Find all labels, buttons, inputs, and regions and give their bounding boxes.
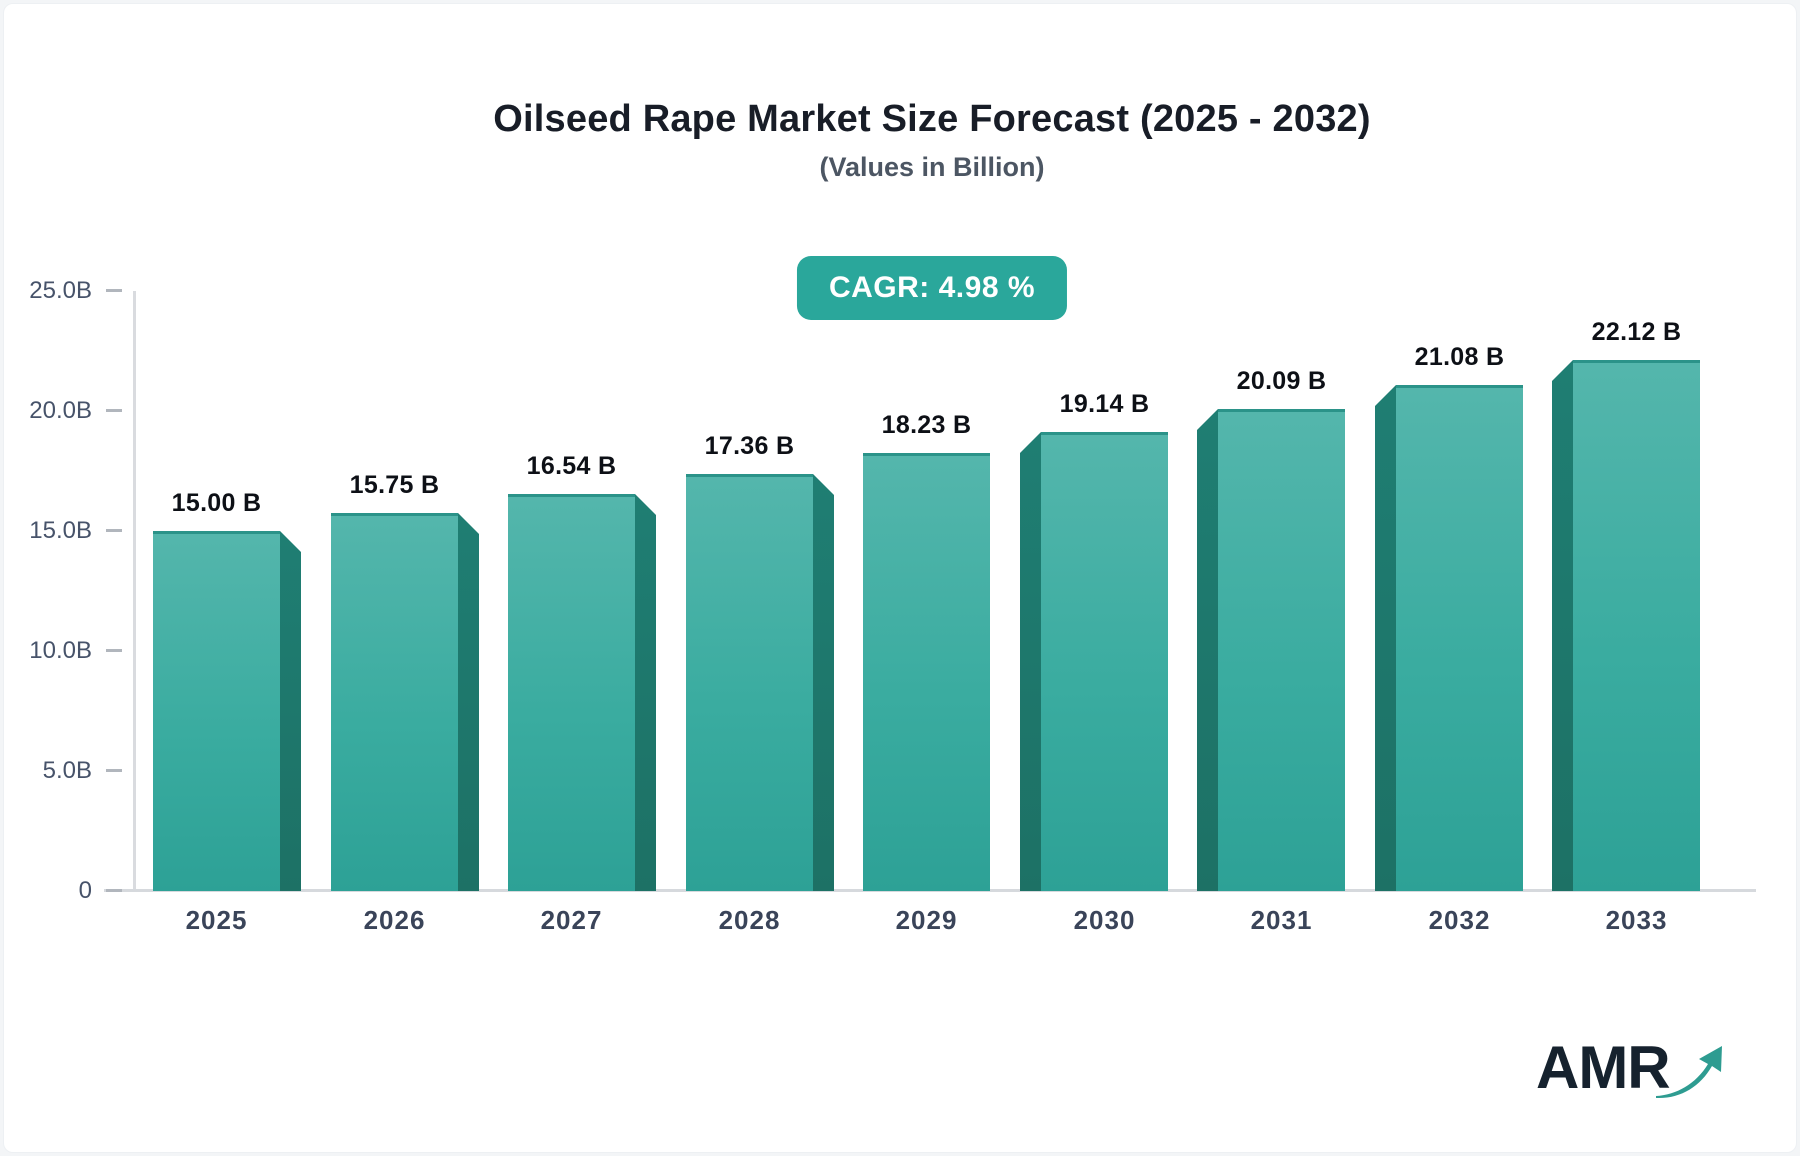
y-tick-mark (106, 769, 122, 772)
bar-value-label: 21.08 B (1414, 343, 1505, 371)
y-tick-mark (106, 889, 122, 892)
x-tick-label-2030: 2030 (1073, 905, 1136, 935)
x-tick-label-2026: 2026 (363, 905, 426, 935)
x-tick-label-2027: 2027 (540, 905, 603, 935)
y-tick-mark (106, 409, 122, 412)
y-tick-label: 25.0B (29, 277, 92, 304)
bar-value-label: 15.00 B (171, 489, 262, 517)
growth-arrow-icon (1655, 1046, 1722, 1099)
chart-card: Oilseed Rape Market Size Forecast (2025 … (3, 3, 1797, 1153)
y-tick-label: 20.0B (29, 397, 92, 424)
y-tick-label: 0 (78, 877, 92, 904)
cagr-badge: CAGR: 4.98 % (796, 256, 1068, 320)
y-tick-label: 10.0B (29, 637, 92, 664)
bar-side-panel-2027 (635, 494, 656, 891)
y-axis-line (133, 291, 136, 891)
bar-side-panel-2031 (1197, 409, 1218, 891)
bar-2029 (863, 453, 990, 891)
bar-2032 (1396, 385, 1523, 891)
bar-value-label: 19.14 B (1059, 390, 1150, 418)
bar-2031 (1218, 409, 1345, 891)
bar-side-panel-2030 (1020, 432, 1041, 891)
bar-side-panel-2032 (1375, 385, 1396, 891)
y-tick-mark (106, 289, 122, 292)
bar-value-label: 22.12 B (1591, 318, 1682, 346)
x-tick-label-2029: 2029 (895, 905, 958, 935)
y-tick-mark (106, 649, 122, 652)
bar-2026 (331, 513, 458, 891)
bar-value-label: 16.54 B (526, 452, 617, 480)
x-tick-label-2025: 2025 (185, 905, 248, 935)
x-tick-label-2028: 2028 (718, 905, 781, 935)
y-tick-label: 15.0B (29, 517, 92, 544)
chart-title: Oilseed Rape Market Size Forecast (2025 … (493, 98, 1371, 140)
bar-2027 (508, 494, 635, 891)
bar-side-panel-2033 (1552, 360, 1573, 891)
bar-value-label: 15.75 B (349, 471, 440, 499)
plot-area: 25.0B 20.0B 15.0B 10.0B 5.0B 0 15.00 B 15.75 B… (4, 4, 1796, 1152)
bar-value-label: 18.23 B (881, 411, 972, 439)
y-tick-label: 5.0B (42, 757, 92, 784)
bar-2028 (686, 474, 813, 891)
bar-2030 (1041, 432, 1168, 891)
bar-side-panel-2026 (458, 513, 479, 891)
bar-value-label: 20.09 B (1236, 367, 1327, 395)
amr-logo-text: AMR (1536, 1034, 1671, 1101)
bar-2025 (153, 531, 280, 891)
bar-2033 (1573, 360, 1700, 891)
bar-side-panel-2025 (280, 531, 301, 891)
bar-side-panel-2028 (813, 474, 834, 891)
amr-logo: AMR (1536, 1038, 1724, 1104)
y-tick-mark (106, 529, 122, 532)
x-tick-label-2031: 2031 (1250, 905, 1313, 935)
chart-subtitle: (Values in Billion) (819, 152, 1045, 182)
x-tick-label-2033: 2033 (1605, 905, 1668, 935)
x-tick-label-2032: 2032 (1428, 905, 1491, 935)
bar-value-label: 17.36 B (704, 432, 795, 460)
